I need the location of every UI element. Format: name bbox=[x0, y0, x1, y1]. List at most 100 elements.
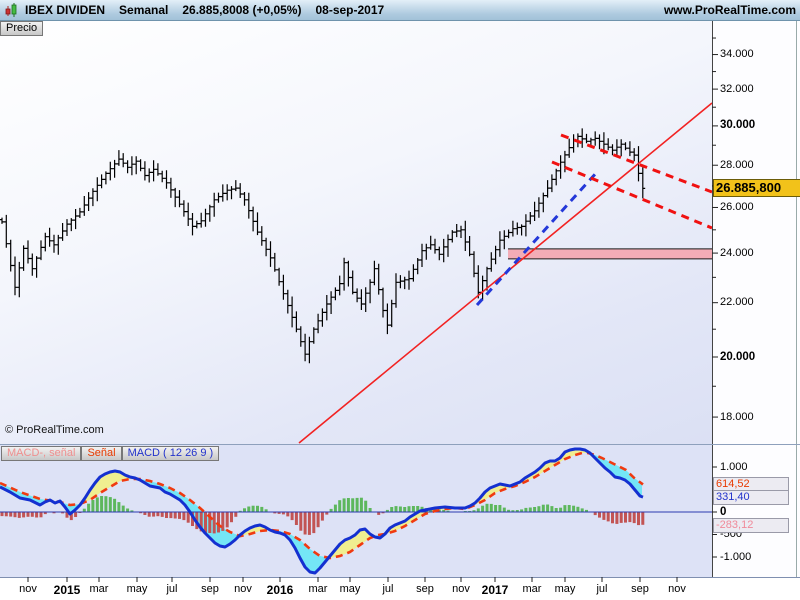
macd-histogram-bar bbox=[286, 512, 290, 517]
price-tick-label: 20.000 bbox=[720, 350, 756, 363]
macd-histogram-bar bbox=[100, 496, 104, 512]
tab-precio[interactable]: Precio bbox=[0, 21, 44, 36]
falling-channel-lower[interactable] bbox=[551, 160, 713, 230]
macd-histogram-bar bbox=[381, 512, 385, 514]
ohlc-bars bbox=[0, 128, 646, 364]
macd-histogram-bar bbox=[333, 504, 337, 512]
macd-histogram-bar bbox=[611, 512, 614, 524]
macd-tick-label: 0 bbox=[720, 505, 727, 518]
macd-histogram-bar bbox=[238, 510, 242, 512]
macd-histogram-bar bbox=[95, 497, 99, 512]
macd-histogram-bar bbox=[355, 497, 359, 512]
macd-histogram-bar bbox=[624, 512, 627, 523]
macd-histogram-bar bbox=[515, 510, 519, 512]
macd-histogram-bar bbox=[641, 512, 645, 525]
macd-histogram-bar bbox=[403, 507, 407, 512]
macd-histogram-bar bbox=[394, 506, 398, 512]
macd-histogram-bar bbox=[264, 509, 268, 512]
macd-histogram-bar bbox=[329, 508, 333, 512]
macd-value-badge: 331,40 bbox=[713, 490, 789, 506]
time-tick-label: nov bbox=[19, 583, 37, 595]
macd-histogram-bar bbox=[74, 512, 78, 517]
candlestick-icon bbox=[5, 3, 17, 17]
macd-histogram-bar bbox=[476, 508, 480, 512]
time-tick-label: 2016 bbox=[266, 583, 294, 597]
price-tick-label: 30.000 bbox=[720, 119, 756, 132]
broken-support-dashed[interactable] bbox=[475, 170, 599, 307]
price-tick-label: 34.000 bbox=[720, 48, 754, 61]
time-tick-label: may bbox=[339, 583, 361, 595]
tab-macd-2[interactable]: MACD ( 12 26 9 ) bbox=[121, 446, 220, 461]
macd-histogram-bar bbox=[82, 508, 86, 512]
macd-histogram-bar bbox=[632, 512, 636, 524]
macd-histogram-bar bbox=[359, 497, 363, 512]
watermark: © ProRealTime.com bbox=[5, 424, 104, 436]
macd-histogram-bar bbox=[398, 506, 402, 512]
macd-histogram-bar bbox=[191, 512, 194, 526]
timeframe-label: Semanal bbox=[119, 3, 169, 17]
macd-histogram-bar bbox=[489, 503, 493, 512]
macd-histogram-bar bbox=[65, 512, 69, 518]
macd-histogram-bar bbox=[628, 512, 632, 523]
macd-histogram-bar bbox=[580, 508, 584, 512]
macd-histogram-bar bbox=[593, 512, 597, 516]
macd-histogram-bar bbox=[130, 510, 134, 512]
time-axis-strip[interactable] bbox=[0, 577, 800, 600]
time-tick-label: jul bbox=[382, 583, 394, 595]
macd-histogram-bar bbox=[273, 512, 277, 514]
macd-histogram-bar bbox=[606, 512, 610, 522]
macd-histogram-bar bbox=[615, 512, 619, 524]
macd-fill-above bbox=[330, 529, 376, 558]
macd-histogram-bar bbox=[325, 512, 329, 515]
macd-histogram-bar bbox=[139, 512, 143, 514]
price-tick-label: 24.000 bbox=[720, 246, 754, 259]
support-zone-border bbox=[508, 248, 712, 260]
macd-histogram-bar bbox=[442, 509, 446, 512]
macd-histogram-bar bbox=[563, 505, 567, 512]
macd-histogram-bar bbox=[87, 503, 91, 512]
macd-histogram-bar bbox=[69, 512, 73, 521]
support-zone[interactable] bbox=[508, 248, 712, 259]
macd-histogram-bar bbox=[364, 500, 368, 512]
macd-histogram-bar bbox=[554, 508, 558, 512]
time-tick-label: mar bbox=[308, 583, 328, 595]
macd-histogram-bar bbox=[585, 509, 588, 512]
macd-histogram-bar bbox=[567, 505, 571, 512]
time-tick-label: sep bbox=[631, 583, 649, 595]
macd-histogram-bar bbox=[108, 497, 112, 512]
macd-histogram-bar bbox=[546, 504, 550, 512]
falling-channel-upper[interactable] bbox=[560, 133, 713, 194]
time-tick-label: nov bbox=[234, 583, 252, 595]
macd-histogram-bar bbox=[576, 506, 580, 512]
macd-histogram-bar bbox=[247, 506, 251, 512]
macd-histogram-bar bbox=[186, 512, 190, 523]
macd-histogram-bar bbox=[126, 508, 130, 512]
tab-macd-0[interactable]: MACD-, señal bbox=[1, 446, 82, 461]
macd-histogram-bar bbox=[221, 512, 225, 531]
macd-histogram-bar bbox=[113, 498, 117, 512]
macd-histogram-bar bbox=[156, 512, 160, 517]
macd-histogram-bar bbox=[524, 507, 528, 512]
macd-fill-above bbox=[386, 449, 592, 534]
prorealtime-site-label: www.ProRealTime.com bbox=[663, 3, 796, 17]
macd-histogram-bar bbox=[199, 512, 203, 532]
macd-histogram-bar bbox=[39, 512, 43, 518]
macd-histogram-bar bbox=[368, 508, 372, 512]
time-tick-label: sep bbox=[416, 583, 434, 595]
macd-histogram-bar bbox=[208, 512, 212, 533]
tab-macd-1[interactable]: Señal bbox=[81, 446, 122, 461]
macd-histogram-bar bbox=[472, 510, 476, 512]
price-tick-label: 26.000 bbox=[720, 200, 754, 213]
macd-histogram-bar bbox=[299, 512, 303, 531]
macd-histogram-bar bbox=[143, 512, 147, 515]
time-tick-label: may bbox=[126, 583, 148, 595]
time-tick-label: 2015 bbox=[53, 583, 81, 597]
price-chart-plot-area[interactable] bbox=[0, 21, 712, 445]
macd-histogram-bar bbox=[17, 512, 21, 518]
price-tick-label: 28.000 bbox=[720, 158, 754, 171]
macd-histogram-bar bbox=[256, 505, 259, 512]
macd-histogram-bar bbox=[312, 512, 316, 534]
time-tick-label: mar bbox=[89, 583, 109, 595]
macd-histogram-bar bbox=[104, 496, 108, 512]
